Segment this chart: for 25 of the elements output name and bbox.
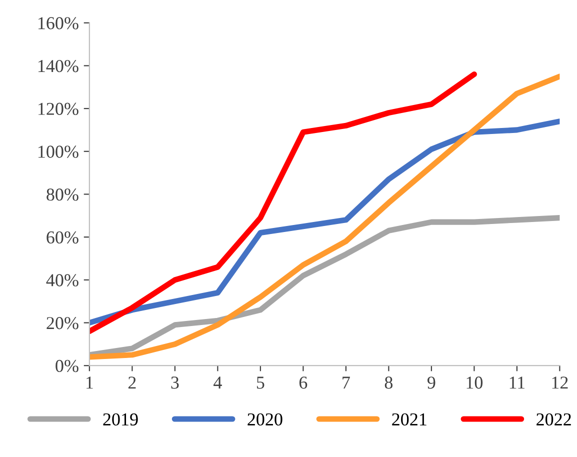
x-tick-label: 9 xyxy=(428,376,436,389)
x-tick-label: 8 xyxy=(384,376,393,389)
x-tick-label: 10 xyxy=(466,376,483,389)
legend-label: 2021 xyxy=(392,413,426,426)
legend-label: 2020 xyxy=(248,413,282,426)
x-tick-label: 1 xyxy=(86,376,93,389)
legend-label: 2019 xyxy=(103,413,138,426)
x-tick-label: 2 xyxy=(128,376,136,389)
y-tick-label: 120% xyxy=(38,102,78,116)
y-tick-label: 160% xyxy=(38,17,78,30)
y-tick-label: 100% xyxy=(38,146,78,158)
x-tick-label: 3 xyxy=(171,376,179,389)
x-tick-label: 5 xyxy=(256,376,264,389)
y-tick-label: 80% xyxy=(46,188,78,201)
legend-label: 2022 xyxy=(536,413,571,426)
x-tick-label: 11 xyxy=(510,376,525,389)
y-tick-label: 20% xyxy=(46,317,78,330)
y-tick-label: 40% xyxy=(46,274,78,286)
y-tick-label: 60% xyxy=(46,231,78,244)
x-tick-label: 7 xyxy=(342,376,350,389)
x-tick-label: 6 xyxy=(299,376,308,389)
y-tick-label: 0% xyxy=(56,360,78,372)
y-tick-label: 140% xyxy=(38,60,78,72)
x-tick-label: 12 xyxy=(552,376,568,389)
x-tick-label: 4 xyxy=(214,376,222,389)
